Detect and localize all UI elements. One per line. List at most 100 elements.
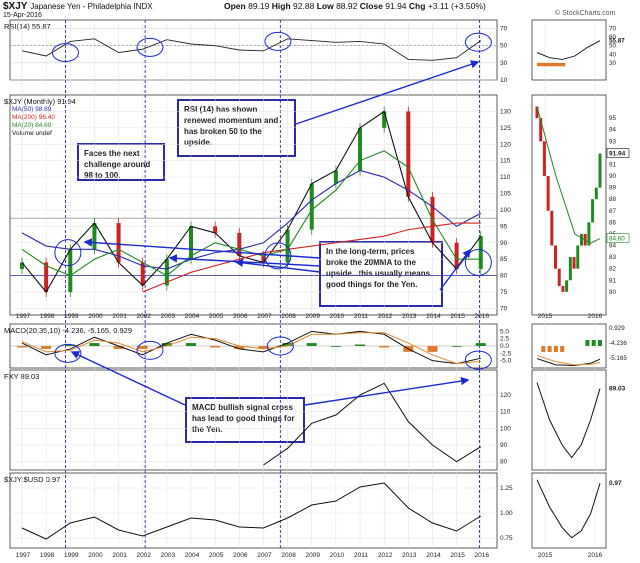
price-candle <box>478 236 483 270</box>
annotation-arrow <box>234 258 321 273</box>
year-tick-label: 2008 <box>281 552 296 559</box>
price-candle <box>116 223 121 263</box>
panel-frame-rsi <box>9 19 498 81</box>
fxy-tick-label: 80 <box>500 459 508 466</box>
rsi-tick-label: 50 <box>500 43 508 50</box>
side-price-tick: 91 <box>609 161 617 168</box>
macd-histogram-bar <box>451 346 462 347</box>
side-price-tick: 95 <box>609 115 617 122</box>
side-price-candle <box>598 153 602 188</box>
open-value: 89.19 <box>248 1 270 11</box>
macd-tick-label: 5.0 <box>500 328 509 335</box>
year-tick-label: 2015 <box>450 313 465 320</box>
highlight-ellipse <box>136 37 164 57</box>
year-tick-label: 1997 <box>16 552 31 559</box>
side-year-label: 2016 <box>588 313 603 320</box>
fxy-tick-label: 90 <box>500 442 508 449</box>
price-candle <box>382 111 387 128</box>
side-price-candle <box>539 118 543 142</box>
side-rsi-tick: 60 <box>609 34 617 41</box>
highlight-ellipse <box>136 340 164 360</box>
year-tick-label: 2005 <box>209 313 224 320</box>
macd-signal-line <box>21 332 481 365</box>
side-price-tick: 89 <box>609 185 617 192</box>
price-candle <box>189 226 194 260</box>
fxy-tick-label: 100 <box>500 425 511 432</box>
side-price-candle <box>546 176 550 211</box>
ma20-line <box>21 150 481 277</box>
macd-label: MACD(20,35,10) -4.236, -5.165, 0.929 <box>4 326 132 335</box>
side-frame-fxy <box>531 369 607 471</box>
macd-line <box>21 330 481 365</box>
annotation-arrow <box>83 238 321 259</box>
year-tick-label: 2014 <box>426 552 441 559</box>
side-year-label: 2015 <box>538 313 553 320</box>
price-candle <box>140 262 145 286</box>
index-name: Japanese Yen - Philadelphia INDX <box>30 2 153 11</box>
year-tick-label: 1999 <box>64 552 79 559</box>
side-price-candle <box>591 199 595 223</box>
rsi-tick-label: 10 <box>500 77 508 84</box>
side-frame-macd <box>531 323 607 369</box>
year-tick-label: 2003 <box>161 313 176 320</box>
side-macd-bar <box>547 346 552 352</box>
side-macd-bar <box>598 340 602 346</box>
side-macd-tick: -5.165 <box>609 355 627 362</box>
annotation-arrow <box>295 60 480 125</box>
side-frame-rsi <box>531 19 607 81</box>
year-tick-label: 2013 <box>402 552 417 559</box>
year-tick-label: 2014 <box>426 313 441 320</box>
ratio-line <box>21 482 482 540</box>
side-last-price-box <box>606 148 630 158</box>
year-tick-label: 1998 <box>40 552 55 559</box>
side-macd-tick: -4.236 <box>609 340 627 347</box>
price-candle <box>164 259 169 286</box>
year-tick-label: 2000 <box>88 552 103 559</box>
rsi-tick-label: 70 <box>500 26 508 33</box>
side-price-candle <box>550 210 554 246</box>
longterm-annotation: In the long-term, prices broke the 20MMA… <box>319 241 443 307</box>
side-price-candle <box>535 106 539 119</box>
side-price-tick: 87 <box>609 208 617 215</box>
side-price-candle <box>568 257 572 281</box>
macd-tick-label: 2.5 <box>500 336 509 343</box>
macd-histogram-bar <box>65 344 76 346</box>
macd-tick-label: -5.0 <box>500 358 512 365</box>
year-tick-label: 2013 <box>402 313 417 320</box>
ma50-line <box>21 169 482 270</box>
annotation-arrow <box>70 351 186 406</box>
rsi-tick-label: 30 <box>500 60 508 67</box>
macd-histogram-bar <box>379 346 390 348</box>
price-candle <box>237 232 242 256</box>
side-price-candle <box>565 280 569 292</box>
price-candle <box>358 127 363 171</box>
side-price-tick: 81 <box>609 277 617 284</box>
high-label: High <box>271 1 291 11</box>
low-label: Low <box>316 1 334 11</box>
header-date: 15-Apr-2016 <box>3 12 42 19</box>
side-price-tick: 83 <box>609 254 617 261</box>
side-price-tick: 80 <box>609 289 617 296</box>
annotation-arrow <box>168 254 321 267</box>
macd-histogram-bar <box>137 346 148 349</box>
resistance-annotation: Faces the next challenge around 98 to 10… <box>77 143 165 181</box>
side-macd-bar <box>541 346 546 352</box>
highlight-ellipse <box>266 336 294 356</box>
annotation-arrow <box>304 376 470 406</box>
side-price-tick: 94 <box>609 127 617 134</box>
side-price-tick: 93 <box>609 138 617 145</box>
open-label: Open <box>224 1 246 11</box>
year-tick-label: 2012 <box>378 552 393 559</box>
highlight-ellipse <box>264 31 292 51</box>
year-tick-label: 2011 <box>354 313 368 320</box>
macd-histogram-bar <box>89 343 100 346</box>
highlight-ellipse <box>464 350 492 370</box>
panel-frame-ratio <box>9 472 498 549</box>
side-price-candle <box>579 233 583 246</box>
ma200-line <box>142 222 481 293</box>
side-macd-bar <box>553 346 558 352</box>
close-label: Close <box>359 1 383 11</box>
year-tick-label: 2009 <box>306 552 321 559</box>
fxy-line <box>263 382 482 466</box>
highlight-ellipse <box>54 343 82 363</box>
